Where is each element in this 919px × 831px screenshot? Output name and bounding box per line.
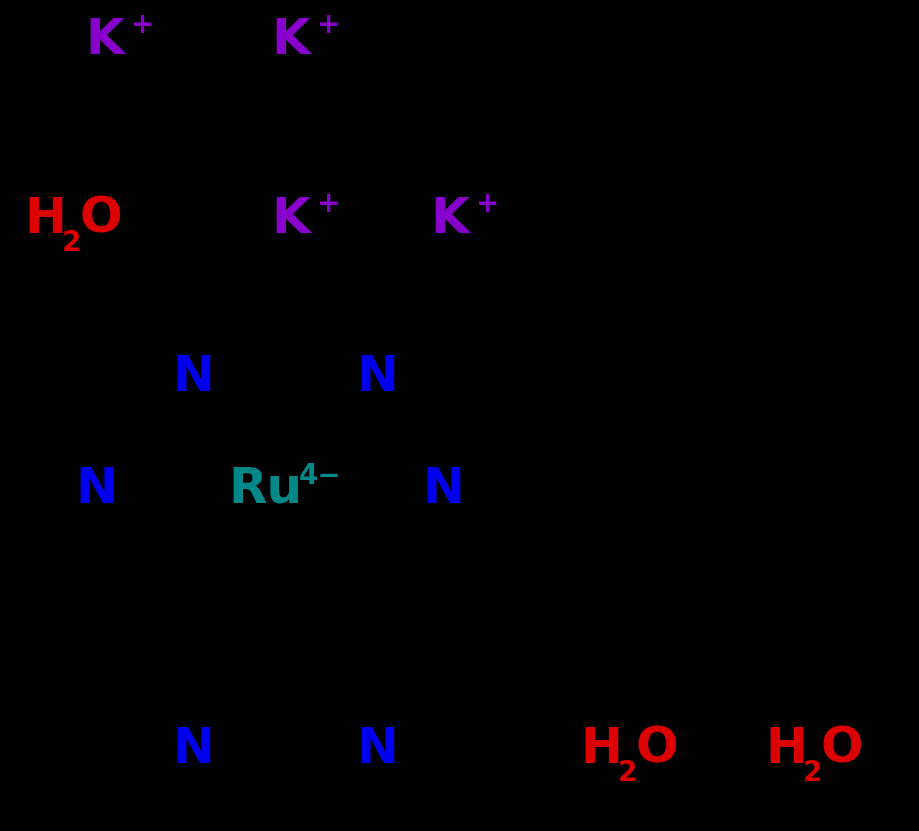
Text: 2: 2 [62, 229, 81, 257]
Text: K: K [271, 16, 310, 64]
Text: N: N [173, 725, 215, 773]
Text: Ru: Ru [228, 465, 302, 513]
Text: +: + [131, 12, 154, 39]
Text: N: N [357, 352, 399, 401]
Text: N: N [423, 465, 465, 513]
Text: O: O [636, 725, 678, 773]
Text: +: + [476, 190, 499, 218]
Text: +: + [317, 190, 340, 218]
Text: H: H [25, 194, 67, 243]
Text: 4−: 4− [299, 462, 341, 489]
Text: K: K [271, 194, 310, 243]
Text: N: N [357, 725, 399, 773]
Text: O: O [821, 725, 863, 773]
Text: N: N [75, 465, 118, 513]
Text: K: K [85, 16, 124, 64]
Text: O: O [80, 194, 122, 243]
Text: H: H [581, 725, 623, 773]
Text: 2: 2 [618, 760, 637, 787]
Text: H: H [766, 725, 808, 773]
Text: +: + [317, 12, 340, 39]
Text: N: N [173, 352, 215, 401]
Text: K: K [430, 194, 469, 243]
Text: 2: 2 [802, 760, 822, 787]
